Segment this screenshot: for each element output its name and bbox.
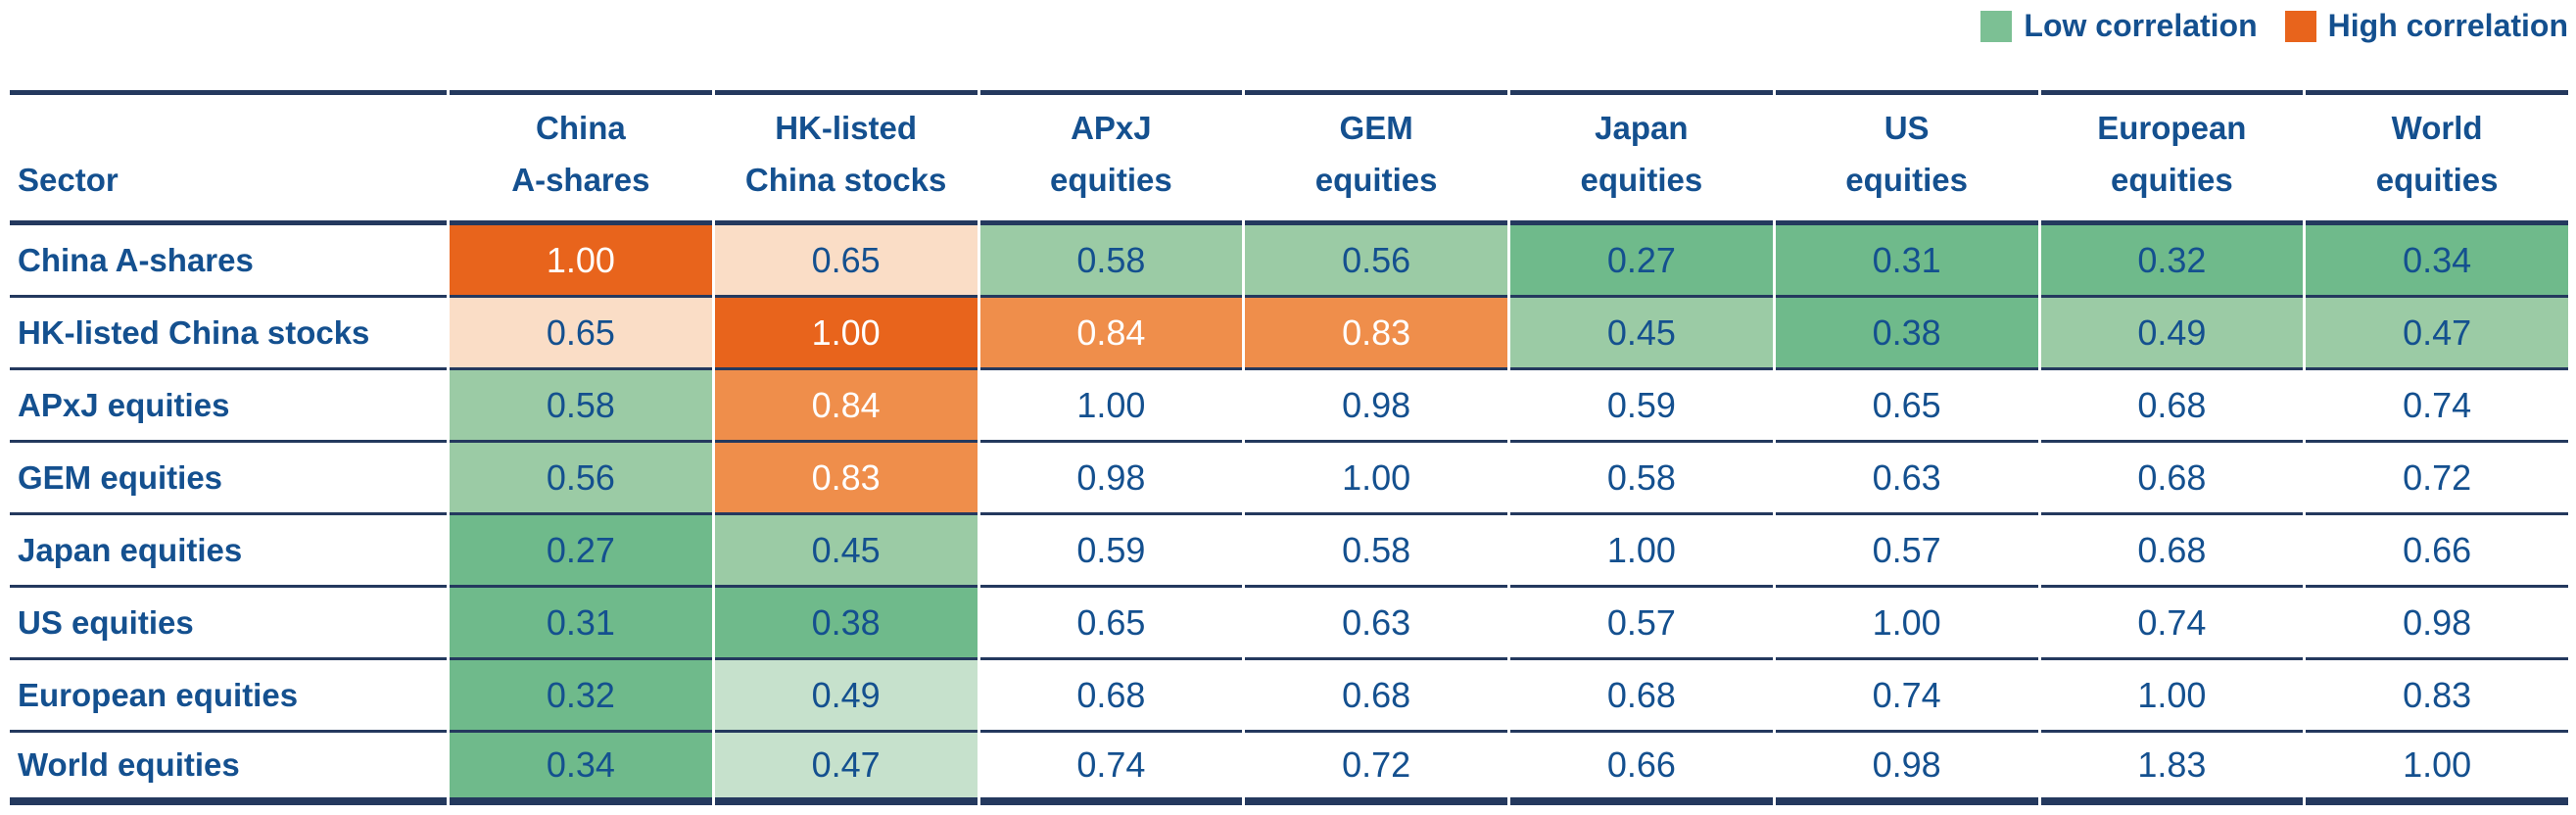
matrix-cell: 1.00 [1775, 588, 2038, 660]
matrix-cell: 0.74 [2040, 588, 2304, 660]
matrix-cell: 1.00 [1510, 515, 1773, 588]
matrix-cell: 0.57 [1510, 588, 1773, 660]
matrix-cell: 1.00 [979, 370, 1243, 443]
matrix-cell: 0.38 [714, 588, 978, 660]
row-label: World equities [10, 733, 447, 805]
matrix-cell: 1.00 [714, 298, 978, 370]
low-correlation-swatch-icon [1980, 10, 2013, 42]
row-label: APxJ equities [10, 370, 447, 443]
matrix-cell: 0.59 [979, 515, 1243, 588]
matrix-cell: 0.56 [450, 443, 712, 515]
matrix-cell: 0.83 [1245, 298, 1507, 370]
matrix-cell: 0.74 [979, 733, 1243, 805]
matrix-cell: 0.68 [2040, 515, 2304, 588]
correlation-matrix-table: Sector China A-shares HK-listed China stoc… [10, 90, 2568, 805]
matrix-cell: 0.38 [1775, 298, 2038, 370]
column-header: APxJ equities [979, 90, 1243, 225]
legend-item-high-correlation: High correlation [2284, 8, 2568, 44]
matrix-cell: 0.58 [1245, 515, 1507, 588]
matrix-cell: 0.34 [450, 733, 712, 805]
matrix-cell: 0.84 [979, 298, 1243, 370]
matrix-cell: 0.63 [1245, 588, 1507, 660]
matrix-cell: 0.27 [1510, 225, 1773, 298]
matrix-cell: 0.74 [2306, 370, 2568, 443]
legend-item-low-correlation: Low correlation [1980, 8, 2258, 44]
matrix-cell: 0.49 [2040, 298, 2304, 370]
matrix-cell: 0.65 [1775, 370, 2038, 443]
matrix-cell: 0.49 [714, 660, 978, 733]
column-header-sector: Sector [10, 90, 447, 225]
matrix-cell: 1.00 [1245, 443, 1507, 515]
row-label: China A-shares [10, 225, 447, 298]
column-header: GEM equities [1245, 90, 1507, 225]
column-header: Japan equities [1510, 90, 1773, 225]
matrix-cell: 0.32 [2040, 225, 2304, 298]
matrix-cell: 0.58 [450, 370, 712, 443]
row-label: HK-listed China stocks [10, 298, 447, 370]
matrix-cell: 0.66 [2306, 515, 2568, 588]
matrix-cell: 0.58 [1510, 443, 1773, 515]
matrix-cell: 0.59 [1510, 370, 1773, 443]
matrix-cell: 0.47 [714, 733, 978, 805]
matrix-cell: 0.74 [1775, 660, 2038, 733]
matrix-cell: 0.31 [1775, 225, 2038, 298]
legend: Low correlation High correlation [1980, 8, 2568, 44]
matrix-cell: 0.68 [1510, 660, 1773, 733]
matrix-cell: 0.63 [1775, 443, 2038, 515]
row-label: US equities [10, 588, 447, 660]
matrix-cell: 0.66 [1510, 733, 1773, 805]
row-label: GEM equities [10, 443, 447, 515]
column-header: World equities [2306, 90, 2568, 225]
matrix-cell: 0.72 [1245, 733, 1507, 805]
matrix-cell: 0.98 [1775, 733, 2038, 805]
matrix-cell: 0.68 [2040, 370, 2304, 443]
matrix-cell: 0.72 [2306, 443, 2568, 515]
matrix-cell: 0.83 [714, 443, 978, 515]
column-header: European equities [2040, 90, 2304, 225]
column-header: US equities [1775, 90, 2038, 225]
matrix-cell: 0.34 [2306, 225, 2568, 298]
legend-label-low-correlation: Low correlation [2024, 8, 2258, 43]
matrix-cell: 0.45 [714, 515, 978, 588]
matrix-cell: 0.83 [2306, 660, 2568, 733]
matrix-cell: 0.27 [450, 515, 712, 588]
column-header: China A-shares [450, 90, 712, 225]
matrix-cell: 1.00 [450, 225, 712, 298]
matrix-cell: 0.98 [1245, 370, 1507, 443]
matrix-cell: 0.98 [979, 443, 1243, 515]
matrix-cell: 0.58 [979, 225, 1243, 298]
matrix-cell: 1.83 [2040, 733, 2304, 805]
row-label: Japan equities [10, 515, 447, 588]
matrix-cell: 0.65 [979, 588, 1243, 660]
legend-label-high-correlation: High correlation [2327, 8, 2568, 43]
matrix-cell: 1.00 [2306, 733, 2568, 805]
matrix-cell: 0.65 [714, 225, 978, 298]
high-correlation-swatch-icon [2284, 10, 2316, 42]
matrix-cell: 0.32 [450, 660, 712, 733]
matrix-cell: 0.47 [2306, 298, 2568, 370]
matrix-cell: 0.68 [979, 660, 1243, 733]
matrix-cell: 0.65 [450, 298, 712, 370]
matrix-cell: 0.45 [1510, 298, 1773, 370]
matrix-cell: 0.84 [714, 370, 978, 443]
matrix-cell: 0.56 [1245, 225, 1507, 298]
matrix-cell: 0.98 [2306, 588, 2568, 660]
matrix-cell: 0.68 [1245, 660, 1507, 733]
matrix-cell: 1.00 [2040, 660, 2304, 733]
matrix-cell: 0.31 [450, 588, 712, 660]
matrix-cell: 0.68 [2040, 443, 2304, 515]
matrix-cell: 0.57 [1775, 515, 2038, 588]
row-label: European equities [10, 660, 447, 733]
column-header: HK-listed China stocks [714, 90, 978, 225]
